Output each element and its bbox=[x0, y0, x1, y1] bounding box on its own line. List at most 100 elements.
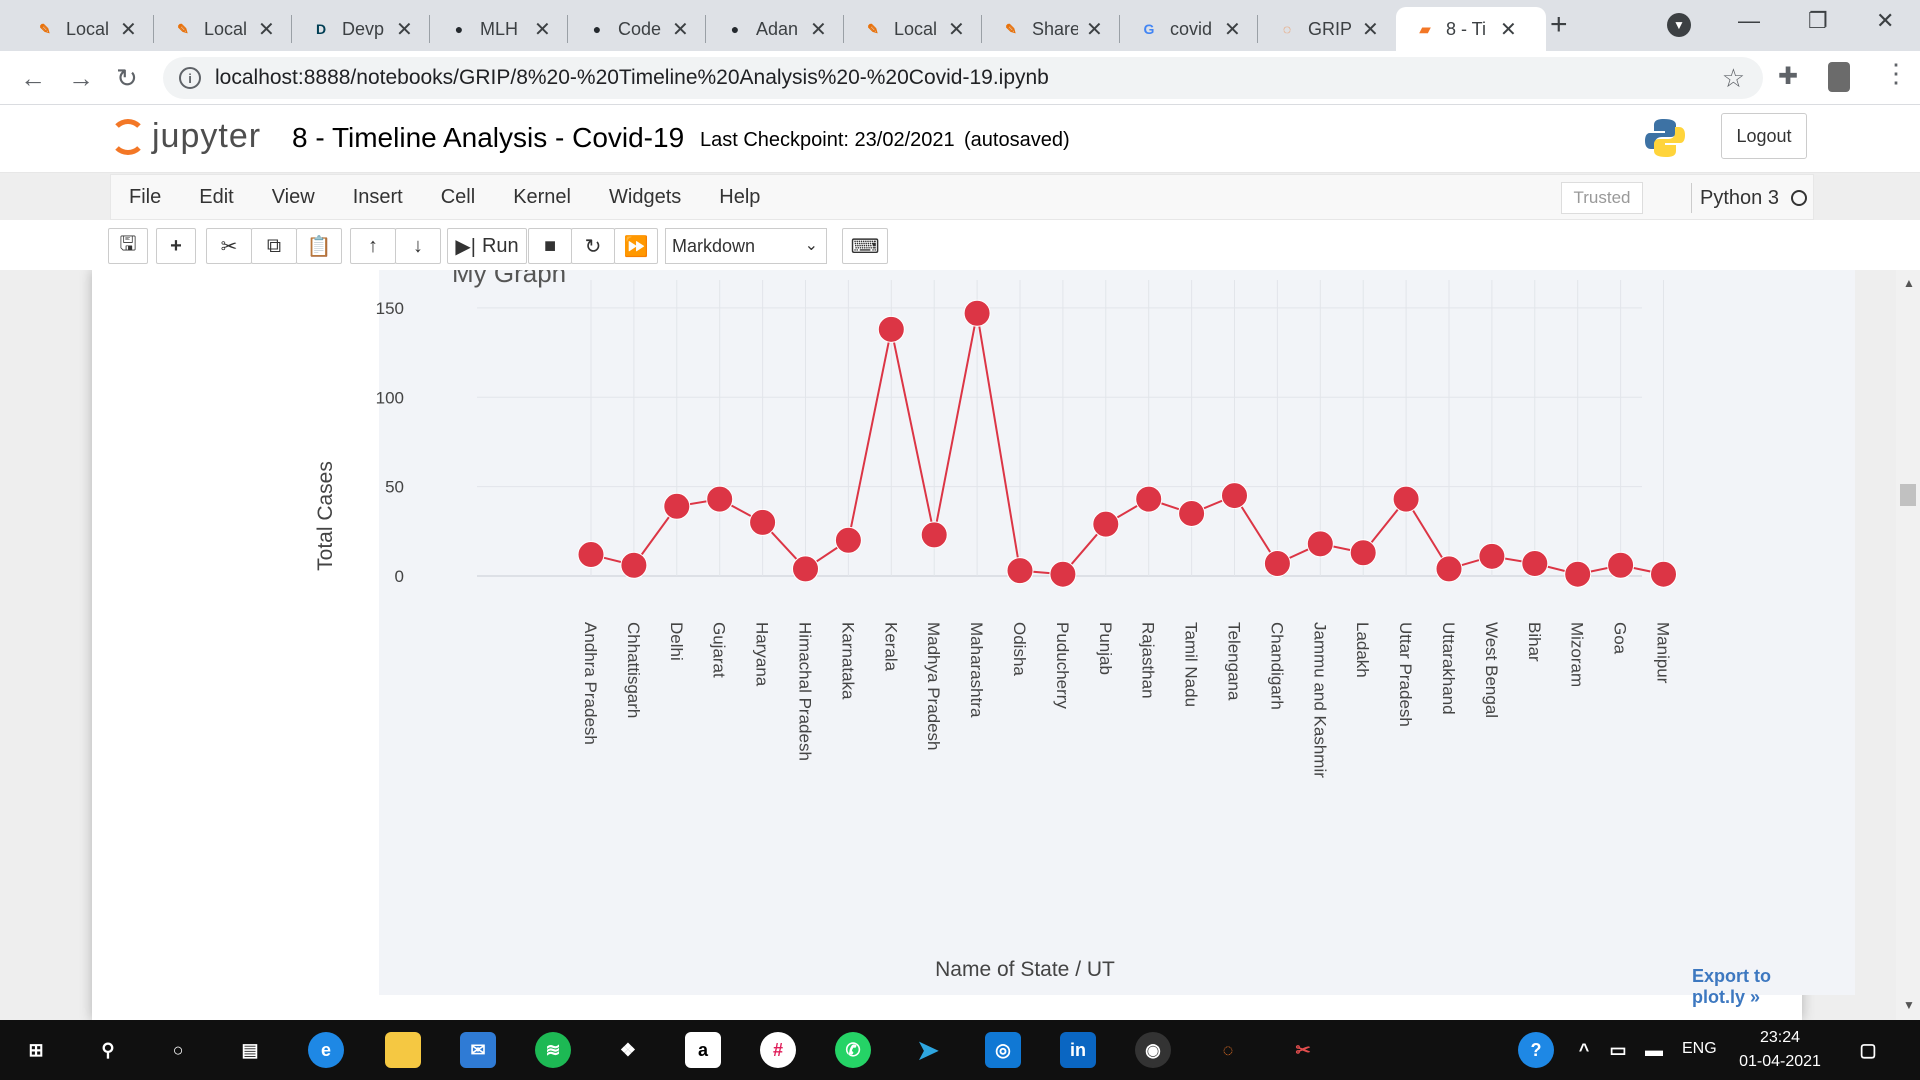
slack-icon[interactable]: # bbox=[760, 1032, 796, 1068]
battery-icon[interactable]: ▬ bbox=[1645, 1039, 1663, 1060]
amazon-icon[interactable]: a bbox=[685, 1032, 721, 1068]
tab-title: Code bbox=[618, 18, 662, 39]
vertical-scrollbar[interactable]: ▲ ▼ bbox=[1896, 270, 1920, 1020]
clock[interactable]: 23:24 01-04-2021 bbox=[1735, 1026, 1825, 1074]
tray-chevron-icon[interactable]: ^ bbox=[1578, 1039, 1590, 1060]
notifications-icon[interactable]: ▢ bbox=[1859, 1039, 1877, 1060]
stop-icon[interactable]: ■ bbox=[528, 228, 572, 264]
close-window-icon[interactable]: ✕ bbox=[1876, 8, 1895, 33]
save-icon[interactable]: 🖫 bbox=[108, 228, 148, 264]
jupyter-wordmark: jupyter bbox=[152, 117, 262, 155]
run-button[interactable]: ▶| Run bbox=[447, 228, 527, 264]
instagram-icon[interactable]: ◎ bbox=[985, 1032, 1021, 1068]
mail-icon[interactable]: ✉ bbox=[460, 1032, 496, 1068]
notebook-title[interactable]: 8 - Timeline Analysis - Covid-19 bbox=[292, 122, 685, 153]
move-down-icon[interactable]: ↓ bbox=[395, 228, 441, 264]
edge-icon[interactable]: e bbox=[308, 1032, 344, 1068]
browser-tab[interactable]: ● MLH ✕ bbox=[430, 7, 568, 51]
copy-icon[interactable]: ⧉ bbox=[251, 228, 297, 264]
browser-tab[interactable]: ▰ 8 - Ti ✕ bbox=[1396, 7, 1546, 51]
x-tick-label: Uttarakhand bbox=[1439, 622, 1458, 715]
profile-avatar[interactable] bbox=[1828, 62, 1850, 92]
jupyter-logo[interactable]: jupyter bbox=[110, 117, 261, 156]
menu-cell[interactable]: Cell bbox=[440, 185, 476, 208]
menu-kernel[interactable]: Kernel bbox=[513, 185, 571, 208]
fast-forward-icon[interactable]: ⏩ bbox=[614, 228, 658, 264]
export-to-plotly-link[interactable]: Export to plot.ly » bbox=[1692, 966, 1771, 1007]
trusted-indicator[interactable]: Trusted bbox=[1561, 182, 1643, 214]
jupyter-app-icon[interactable]: ◌ bbox=[1222, 1039, 1234, 1060]
back-icon[interactable]: ← bbox=[20, 63, 46, 93]
url-omnibox[interactable]: i localhost:8888/notebooks/GRIP/8%20-%20… bbox=[163, 57, 1763, 99]
cortana-icon[interactable]: ○ bbox=[172, 1039, 184, 1060]
close-tab-icon[interactable]: ✕ bbox=[672, 18, 689, 41]
minimize-icon[interactable]: — bbox=[1738, 8, 1760, 33]
extensions-puzzle-icon[interactable]: ✚ bbox=[1778, 63, 1799, 90]
language-indicator[interactable]: ENG bbox=[1682, 1040, 1717, 1057]
paste-icon[interactable]: 📋 bbox=[296, 228, 342, 264]
close-tab-icon[interactable]: ✕ bbox=[1362, 18, 1379, 41]
logout-button[interactable]: Logout bbox=[1721, 113, 1807, 159]
browser-tab[interactable]: ● Adan ✕ bbox=[706, 7, 844, 51]
move-up-icon[interactable]: ↑ bbox=[350, 228, 396, 264]
spotify-icon[interactable]: ≋ bbox=[535, 1032, 571, 1068]
y-tick-label: 0 bbox=[395, 567, 404, 586]
menu-view[interactable]: View bbox=[271, 185, 315, 208]
x-tick-label: Uttar Pradesh bbox=[1396, 622, 1415, 727]
close-tab-icon[interactable]: ✕ bbox=[534, 18, 551, 41]
browser-menu-icon[interactable]: ⋮ bbox=[1883, 58, 1909, 88]
help-icon[interactable]: ? bbox=[1518, 1032, 1554, 1068]
close-tab-icon[interactable]: ✕ bbox=[1224, 18, 1241, 41]
cell-type-select[interactable]: Markdown ⌄ bbox=[665, 228, 827, 264]
browser-tab[interactable]: D Devp ✕ bbox=[292, 7, 430, 51]
search-icon[interactable]: ⚲ bbox=[101, 1039, 115, 1060]
chrome-icon[interactable]: ◉ bbox=[1135, 1032, 1171, 1068]
menu-help[interactable]: Help bbox=[719, 185, 761, 208]
tab-title: Adan bbox=[756, 18, 799, 39]
browser-tab[interactable]: ✎ Local ✕ bbox=[16, 7, 154, 51]
tray-device-icon[interactable]: ▭ bbox=[1609, 1039, 1627, 1060]
menu-file[interactable]: File bbox=[129, 185, 162, 208]
scrollbar-thumb[interactable] bbox=[1900, 484, 1916, 506]
close-tab-icon[interactable]: ✕ bbox=[1500, 18, 1517, 41]
data-point bbox=[663, 492, 691, 520]
scroll-up-icon[interactable]: ▲ bbox=[1903, 276, 1915, 290]
browser-tab[interactable]: ◌ GRIP ✕ bbox=[1258, 7, 1396, 51]
close-tab-icon[interactable]: ✕ bbox=[396, 18, 413, 41]
url-text[interactable]: localhost:8888/notebooks/GRIP/8%20-%20Ti… bbox=[215, 66, 1049, 89]
windows-start-icon[interactable]: ⊞ bbox=[28, 1039, 44, 1060]
close-tab-icon[interactable]: ✕ bbox=[810, 18, 827, 41]
tab-search-icon[interactable]: ▼ bbox=[1667, 13, 1691, 37]
browser-tab[interactable]: ● Code ✕ bbox=[568, 7, 706, 51]
dropbox-icon[interactable]: ❖ bbox=[619, 1039, 637, 1060]
close-tab-icon[interactable]: ✕ bbox=[1086, 18, 1103, 41]
new-tab-button[interactable]: + bbox=[1550, 8, 1568, 41]
keyboard-icon[interactable]: ⌨ bbox=[842, 228, 888, 264]
task-view-icon[interactable]: ▤ bbox=[241, 1039, 259, 1060]
telegram-icon[interactable]: ➤ bbox=[917, 1034, 939, 1065]
site-info-icon[interactable]: i bbox=[179, 67, 201, 89]
insert-cell-icon[interactable]: + bbox=[156, 228, 196, 264]
whatsapp-icon[interactable]: ✆ bbox=[835, 1032, 871, 1068]
menu-insert[interactable]: Insert bbox=[352, 185, 403, 208]
file-explorer-icon[interactable] bbox=[385, 1032, 421, 1068]
snipping-tool-icon[interactable]: ✂ bbox=[1295, 1039, 1311, 1060]
bookmark-star-icon[interactable]: ☆ bbox=[1721, 63, 1745, 93]
close-tab-icon[interactable]: ✕ bbox=[120, 18, 137, 41]
forward-icon[interactable]: → bbox=[68, 63, 94, 93]
close-tab-icon[interactable]: ✕ bbox=[258, 18, 275, 41]
menu-edit[interactable]: Edit bbox=[199, 185, 234, 208]
cut-icon[interactable]: ✂ bbox=[206, 228, 252, 264]
linkedin-icon[interactable]: in bbox=[1060, 1032, 1096, 1068]
scroll-down-icon[interactable]: ▼ bbox=[1903, 998, 1915, 1012]
browser-tab[interactable]: ✎ Share ✕ bbox=[982, 7, 1120, 51]
restore-icon[interactable]: ❐ bbox=[1808, 8, 1828, 33]
browser-tab[interactable]: ✎ Local ✕ bbox=[844, 7, 982, 51]
close-tab-icon[interactable]: ✕ bbox=[948, 18, 965, 41]
restart-icon[interactable]: ↻ bbox=[571, 228, 615, 264]
browser-tab[interactable]: ✎ Local ✕ bbox=[154, 7, 292, 51]
reload-icon[interactable]: ↻ bbox=[116, 63, 138, 93]
tab-title: 8 - Ti bbox=[1446, 18, 1487, 39]
menu-widgets[interactable]: Widgets bbox=[609, 185, 682, 208]
